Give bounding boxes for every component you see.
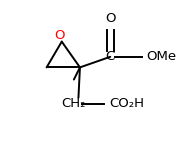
Text: CO₂H: CO₂H [109,97,144,110]
Text: O: O [105,12,115,25]
Text: CH₂: CH₂ [62,97,86,110]
Text: C: C [106,50,115,63]
Text: O: O [54,29,65,42]
Text: OMe: OMe [147,50,177,63]
